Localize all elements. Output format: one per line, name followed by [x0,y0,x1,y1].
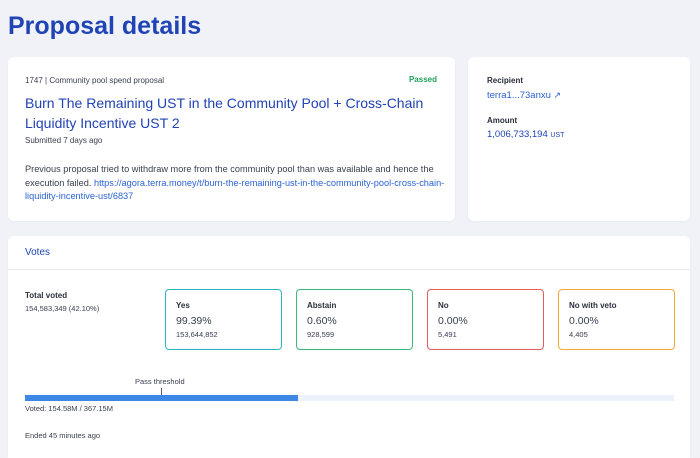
recipient-card: Recipient terra1...73anxu ↗ Amount 1,006… [468,57,690,221]
vote-option-yes: Yes 99.39% 153,644,852 [165,289,282,350]
vote-option-percent: 0.00% [569,315,599,327]
vote-option-count: 4,405 [569,330,588,339]
vote-option-abstain: Abstain 0.60% 928,599 [296,289,413,350]
total-voted-value: 154,583,349 (42.10%) [25,304,100,313]
voted-summary: Voted: 154.58M / 367.15M [25,404,113,413]
pass-threshold-marker [161,388,162,396]
proposal-meta: 1747 | Community pool spend proposal [25,76,165,85]
external-link-icon: ↗ [553,90,562,100]
vote-option-no: No 0.00% 5,491 [427,289,544,350]
proposal-title: Burn The Remaining UST in the Community … [25,95,424,131]
vote-option-count: 928,599 [307,330,335,339]
ended-time: Ended 45 minutes ago [25,431,101,440]
recipient-label: Recipient [487,76,524,85]
total-voted-label: Total voted [25,291,68,300]
vote-option-count: 153,644,852 [176,330,218,339]
vote-option-label: No [438,301,449,310]
page-title: Proposal details [8,12,202,40]
voting-progress-fill [25,395,299,401]
votes-card: Votes Total voted 154,583,349 (42.10%) Y… [8,236,690,458]
amount-value: 1,006,733,194 UST [487,129,564,140]
pass-threshold-label: Pass threshold [135,377,185,386]
vote-option-label: Yes [176,301,190,310]
vote-option-percent: 99.39% [176,315,212,327]
vote-option-no-with-veto: No with veto 0.00% 4,405 [558,289,675,350]
vote-option-percent: 0.60% [307,315,337,327]
vote-option-label: No with veto [569,301,617,310]
recipient-link[interactable]: terra1...73anxu ↗ [487,90,561,101]
proposal-card: 1747 | Community pool spend proposal Pas… [8,57,455,221]
amount-number: 1,006,733,194 [487,129,548,140]
forum-link[interactable]: https://agora.terra.money/t/burn-the-rem… [25,177,445,202]
vote-option-label: Abstain [307,301,337,310]
votes-title: Votes [25,247,51,258]
amount-unit: UST [550,132,565,139]
voting-progress-bar [25,395,674,401]
submitted-time: Submitted 7 days ago [25,136,103,145]
description-text: Previous proposal tried to withdraw more… [25,164,434,188]
recipient-address[interactable]: terra1...73anxu [487,90,551,101]
status-badge: Passed [408,75,437,84]
amount-label: Amount [487,116,518,125]
vote-option-count: 5,491 [438,330,457,339]
vote-option-percent: 0.00% [438,315,468,327]
proposal-description: Previous proposal tried to withdraw more… [25,163,445,204]
votes-header: Votes [8,236,690,270]
